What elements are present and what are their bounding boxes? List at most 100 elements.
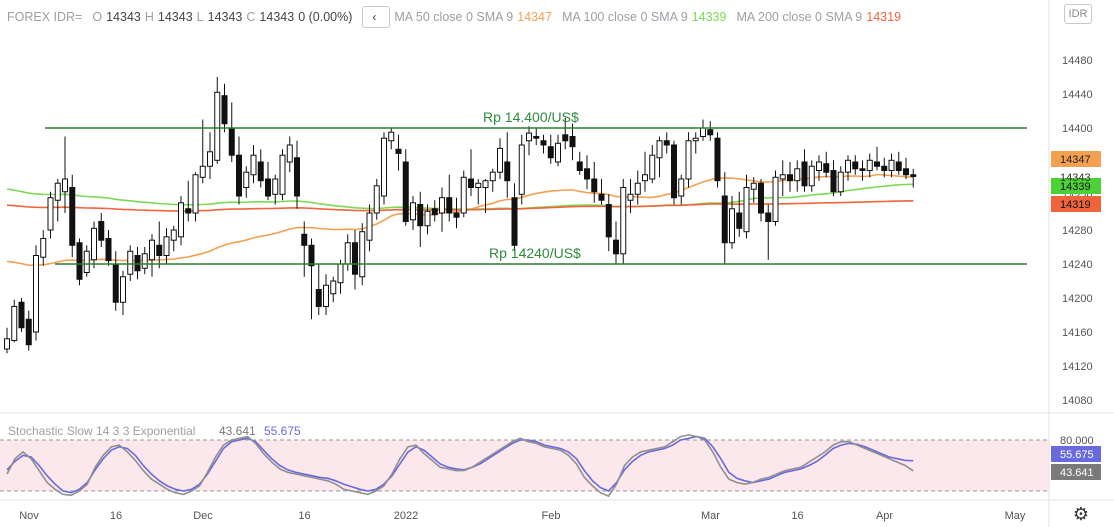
candle-body bbox=[518, 144, 525, 195]
candle-body bbox=[98, 221, 105, 241]
candle-body bbox=[830, 170, 837, 193]
ma100-value: 14339 bbox=[691, 10, 727, 24]
candle bbox=[779, 160, 786, 196]
candle-body bbox=[685, 140, 692, 180]
candle-body bbox=[540, 140, 547, 146]
candle bbox=[207, 132, 213, 179]
candle bbox=[272, 174, 279, 205]
candle bbox=[808, 160, 815, 192]
candle-body bbox=[903, 168, 909, 176]
ohlc-low-value: 14343 bbox=[207, 10, 243, 24]
candle bbox=[395, 134, 402, 171]
candle-body bbox=[779, 174, 786, 180]
candle bbox=[656, 136, 663, 178]
price-badge-label: 14339 bbox=[1060, 181, 1091, 193]
candle-body bbox=[750, 182, 757, 190]
candle bbox=[526, 126, 532, 156]
candle bbox=[910, 168, 917, 188]
candle bbox=[40, 230, 47, 266]
candle bbox=[845, 155, 851, 181]
candle bbox=[410, 196, 416, 230]
candle-body bbox=[366, 212, 373, 241]
candle-body bbox=[874, 161, 880, 167]
candle bbox=[482, 179, 489, 213]
candle-body bbox=[25, 318, 32, 346]
candle-body bbox=[765, 212, 772, 222]
candle bbox=[163, 228, 170, 264]
candle bbox=[540, 134, 547, 154]
candle-body bbox=[33, 255, 39, 333]
candle-body bbox=[489, 171, 496, 182]
candle-body bbox=[381, 137, 387, 197]
candle bbox=[199, 119, 206, 184]
candle-body bbox=[663, 140, 670, 146]
candle bbox=[446, 174, 453, 222]
candle bbox=[859, 160, 866, 181]
level-annotation: Rp 14.400/US$ bbox=[483, 109, 579, 125]
candle bbox=[62, 136, 68, 213]
candle bbox=[91, 221, 97, 269]
candle bbox=[192, 172, 199, 222]
candle-body bbox=[141, 253, 148, 269]
candle bbox=[721, 172, 728, 264]
candle-body bbox=[279, 154, 286, 195]
candle bbox=[497, 138, 503, 179]
candle bbox=[801, 149, 808, 192]
candle-body bbox=[163, 236, 170, 257]
candle bbox=[816, 155, 822, 181]
stochastic-badge bbox=[1051, 446, 1101, 462]
candle-body bbox=[605, 204, 612, 238]
gear-icon[interactable]: ⚙ bbox=[1072, 504, 1090, 524]
price-badge-label: 14319 bbox=[1060, 199, 1091, 211]
candle-body bbox=[308, 244, 315, 267]
candle-body bbox=[373, 185, 380, 214]
candle bbox=[475, 179, 482, 205]
candle-body bbox=[170, 229, 177, 241]
ma100-label[interactable]: MA 100 close 0 SMA 9 bbox=[561, 10, 688, 24]
candle-body bbox=[236, 154, 242, 197]
ma200-label[interactable]: MA 200 close 0 SMA 9 bbox=[736, 10, 863, 24]
candle bbox=[69, 174, 76, 258]
candle-body bbox=[265, 178, 271, 197]
candle-body bbox=[62, 178, 68, 193]
candle bbox=[685, 132, 692, 188]
stochastic-band bbox=[0, 440, 1049, 491]
candle bbox=[178, 196, 184, 246]
ohlc-high-key: H bbox=[144, 10, 154, 24]
candle bbox=[76, 238, 83, 286]
candle-body bbox=[344, 242, 351, 265]
candle-body bbox=[228, 127, 235, 156]
candle bbox=[852, 155, 859, 175]
ma50-label[interactable]: MA 50 close 0 SMA 9 bbox=[394, 10, 514, 24]
candle bbox=[294, 140, 300, 209]
candle-body bbox=[185, 208, 192, 214]
stochastic-k-line bbox=[6, 434, 914, 498]
candle-body bbox=[243, 171, 250, 188]
candle bbox=[25, 310, 32, 351]
candle-body bbox=[214, 91, 221, 161]
candle bbox=[555, 134, 561, 167]
candle bbox=[330, 276, 337, 303]
price-badge-label: 14347 bbox=[1060, 154, 1091, 166]
candle bbox=[874, 146, 880, 171]
candle bbox=[663, 132, 670, 154]
candle-body bbox=[352, 242, 358, 275]
candle bbox=[642, 151, 648, 192]
ohlc-high-value: 14343 bbox=[157, 10, 193, 24]
candle-body bbox=[692, 137, 699, 142]
candle-body bbox=[736, 212, 743, 229]
candle-body bbox=[315, 289, 322, 307]
candle bbox=[373, 179, 380, 220]
candle bbox=[417, 191, 424, 247]
price-badge bbox=[1051, 196, 1101, 212]
collapse-legend-button[interactable]: ‹ bbox=[362, 6, 391, 28]
currency-button[interactable]: IDR bbox=[1064, 4, 1092, 24]
candle-body bbox=[199, 165, 206, 178]
candle-body bbox=[772, 176, 779, 223]
price-tick-label: 14200 bbox=[1062, 293, 1093, 305]
time-tick-label: 2022 bbox=[394, 510, 418, 522]
stochastic-badge-label: 43.641 bbox=[1060, 467, 1094, 479]
candle-body bbox=[526, 132, 532, 142]
candle-body bbox=[337, 263, 344, 284]
